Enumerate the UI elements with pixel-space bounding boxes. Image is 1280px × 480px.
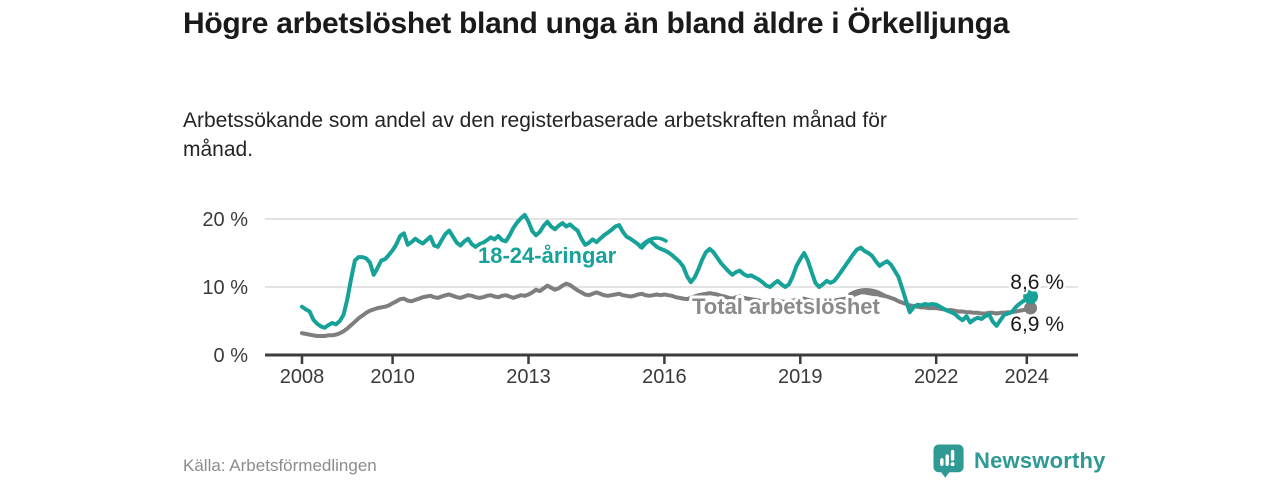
x-tick-label: 2016 xyxy=(642,366,687,388)
x-tick-label: 2019 xyxy=(778,366,823,388)
x-tick-label: 2013 xyxy=(506,366,551,388)
logo-bubble-tail xyxy=(940,471,950,478)
end-value-label-Total arbetslöshet: 6,9 % xyxy=(1010,313,1064,336)
y-tick-label: 10 % xyxy=(202,277,248,299)
newsworthy-logo-icon xyxy=(933,444,964,478)
source-note: Källa: Arbetsförmedlingen xyxy=(183,456,377,475)
page-title: Högre arbetslöshet bland unga än bland ä… xyxy=(183,7,1010,40)
series-label-18-24-åringar: 18-24-åringar xyxy=(478,243,617,268)
x-tick-label: 2008 xyxy=(280,366,325,388)
series-line-18-24-åringar xyxy=(300,212,1033,330)
end-dot-18-24-åringar xyxy=(1023,289,1039,305)
x-tick-label: 2024 xyxy=(1005,366,1050,388)
end-value-label-18-24-åringar: 8,6 % xyxy=(1010,271,1064,294)
logo-exclamation-dot xyxy=(950,462,955,467)
y-tick-label: 0 % xyxy=(214,345,249,367)
logo-bar-2 xyxy=(945,454,949,466)
newsworthy-logo-text: Newsworthy xyxy=(974,448,1106,473)
logo-exclamation-bar xyxy=(950,449,955,461)
label-connector-Total arbetslöshet xyxy=(848,288,886,297)
y-tick-label: 20 % xyxy=(202,209,248,231)
logo-bar-1 xyxy=(940,458,944,466)
label-connector-18-24-åringar xyxy=(638,236,668,249)
x-tick-label: 2010 xyxy=(370,366,415,388)
end-dot-Total arbetslöshet xyxy=(1024,301,1038,315)
x-tick-label: 2022 xyxy=(914,366,959,388)
series-line-Total arbetslöshet xyxy=(300,281,1033,338)
page-subtitle: Arbetssökande som andel av den registerb… xyxy=(183,109,887,161)
series-label-Total arbetslöshet: Total arbetslöshet xyxy=(692,294,881,319)
newsworthy-logo: Newsworthy xyxy=(933,444,1106,478)
